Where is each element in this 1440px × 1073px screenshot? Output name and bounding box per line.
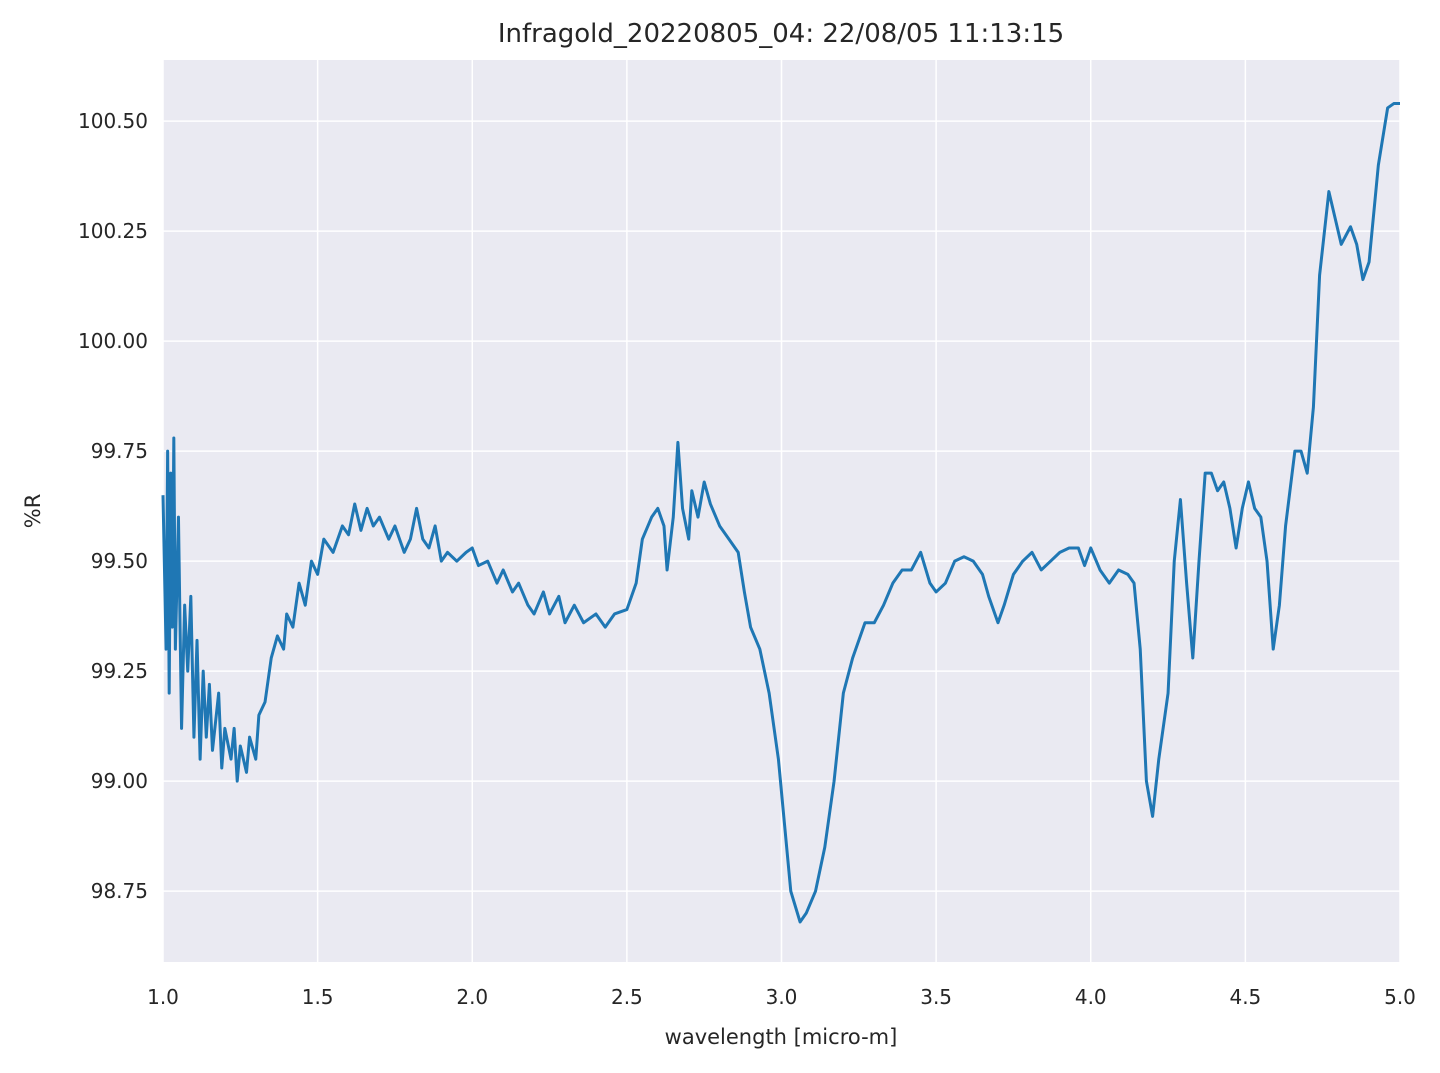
chart-title: Infragold_20220805_04: 22/08/05 11:13:15 [498, 19, 1064, 49]
data-line [161, 102, 1400, 924]
x-tick-label: 5.0 [1384, 985, 1416, 1009]
x-tick-label: 3.5 [920, 985, 952, 1009]
ticks: 1.0 1.5 2.0 2.5 3.0 3.5 4.0 4.5 5.0 98.75 99.00 99.… [78, 109, 1416, 1009]
y-axis-label: %R [21, 494, 45, 529]
x-tick-label: 2.5 [611, 985, 643, 1009]
y-tick-label: 99.25 [91, 659, 148, 683]
y-tick-label: 100.25 [78, 219, 148, 243]
y-tick-label: 99.00 [91, 769, 148, 793]
y-tick-label: 99.75 [91, 439, 148, 463]
y-tick-label: 100.50 [78, 109, 148, 133]
lines [161, 102, 1400, 924]
y-tick-label: 99.50 [91, 549, 148, 573]
x-tick-label: 2.0 [456, 985, 488, 1009]
x-tick-label: 4.5 [1229, 985, 1261, 1009]
y-tick-label: 100.00 [78, 329, 148, 353]
x-tick-label: 4.0 [1075, 985, 1107, 1009]
x-tick-label: 1.5 [302, 985, 334, 1009]
y-tick-label: 98.75 [91, 879, 148, 903]
x-tick-label: 3.0 [766, 985, 798, 1009]
x-tick-label: 1.0 [147, 985, 179, 1009]
x-axis-label: wavelength [micro-m] [665, 1025, 898, 1049]
